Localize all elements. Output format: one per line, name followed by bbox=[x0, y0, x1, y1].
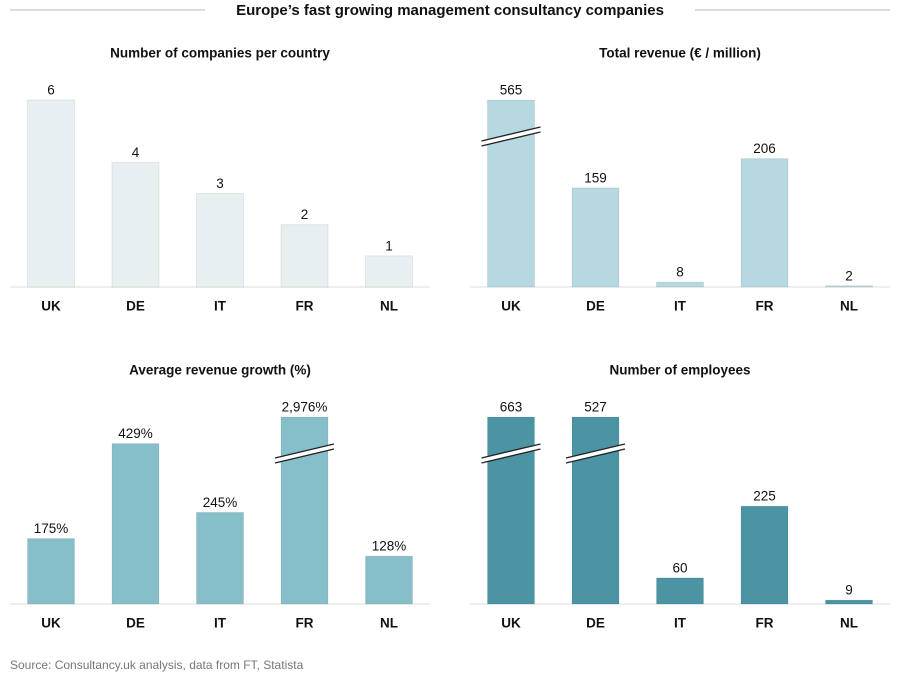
x-tick-label: UK bbox=[41, 299, 61, 314]
value-label: 225 bbox=[753, 489, 776, 504]
axis-break-line bbox=[565, 443, 626, 459]
axis-break bbox=[485, 445, 537, 462]
value-label: 429% bbox=[118, 426, 153, 441]
value-label: 206 bbox=[753, 141, 776, 156]
x-tick-label: NL bbox=[840, 616, 858, 631]
x-tick-label: DE bbox=[586, 616, 605, 631]
axis-break-line bbox=[481, 126, 541, 142]
chart-subtitle: Number of employees bbox=[609, 363, 750, 378]
bar bbox=[280, 416, 329, 605]
value-label: 245% bbox=[203, 495, 238, 510]
axis-break-line bbox=[274, 443, 335, 459]
bar bbox=[111, 161, 160, 288]
value-label: 2 bbox=[301, 207, 309, 222]
value-label: 6 bbox=[47, 83, 55, 98]
axis-break bbox=[485, 128, 537, 145]
x-tick-label: IT bbox=[674, 616, 687, 631]
x-tick-label: DE bbox=[126, 616, 145, 631]
value-label: 9 bbox=[845, 583, 853, 598]
chart-subtitle: Number of companies per country bbox=[110, 46, 330, 61]
bar bbox=[487, 99, 535, 288]
value-label: 527 bbox=[584, 400, 607, 415]
axis-break-line bbox=[481, 131, 541, 147]
bar bbox=[740, 158, 789, 288]
axis-break-line bbox=[565, 448, 626, 464]
value-label: 60 bbox=[672, 560, 687, 575]
axis-break bbox=[570, 445, 621, 462]
bar bbox=[487, 416, 535, 605]
value-label: 1 bbox=[385, 238, 393, 253]
axis-break-line bbox=[481, 443, 541, 459]
x-tick-label: DE bbox=[126, 299, 145, 314]
axis-break-line bbox=[481, 448, 541, 464]
x-tick-label: NL bbox=[840, 299, 858, 314]
x-tick-label: FR bbox=[756, 616, 774, 631]
x-tick-label: UK bbox=[41, 616, 61, 631]
bar bbox=[27, 99, 75, 288]
x-tick-label: FR bbox=[296, 616, 314, 631]
axis-break bbox=[279, 445, 330, 462]
bar bbox=[656, 281, 704, 288]
x-tick-label: IT bbox=[214, 616, 227, 631]
x-tick-label: UK bbox=[501, 616, 521, 631]
bar bbox=[365, 255, 413, 288]
bar bbox=[571, 187, 620, 288]
x-tick-label: UK bbox=[501, 299, 521, 314]
value-label: 8 bbox=[676, 265, 684, 280]
bar bbox=[825, 285, 873, 288]
bar bbox=[196, 193, 244, 288]
value-label: 3 bbox=[216, 176, 224, 191]
bar bbox=[365, 555, 413, 605]
value-label: 2 bbox=[845, 268, 853, 283]
bar bbox=[571, 416, 620, 605]
value-label: 4 bbox=[132, 145, 140, 160]
x-tick-label: NL bbox=[380, 299, 398, 314]
bar bbox=[656, 577, 704, 605]
value-label: 175% bbox=[34, 521, 69, 536]
bar bbox=[280, 224, 329, 288]
value-label: 159 bbox=[584, 170, 607, 185]
bar bbox=[27, 538, 75, 605]
value-label: 565 bbox=[500, 83, 523, 98]
chart-subtitle: Average revenue growth (%) bbox=[129, 363, 311, 378]
axis-break-line bbox=[274, 448, 335, 464]
source: Source: Consultancy.uk analysis, data fr… bbox=[10, 658, 304, 672]
bar bbox=[196, 511, 244, 605]
bar bbox=[825, 599, 873, 605]
value-label: 2,976% bbox=[282, 400, 328, 415]
x-tick-label: FR bbox=[296, 299, 314, 314]
x-tick-label: FR bbox=[756, 299, 774, 314]
bar bbox=[740, 505, 789, 605]
x-tick-label: IT bbox=[674, 299, 687, 314]
value-label: 128% bbox=[372, 539, 407, 554]
x-tick-label: NL bbox=[380, 616, 398, 631]
page-title: Europe’s fast growing management consult… bbox=[236, 2, 664, 19]
value-label: 663 bbox=[500, 400, 523, 415]
bar bbox=[111, 443, 160, 605]
x-tick-label: IT bbox=[214, 299, 227, 314]
x-tick-label: DE bbox=[586, 299, 605, 314]
chart-subtitle: Total revenue (€ / million) bbox=[599, 46, 761, 61]
